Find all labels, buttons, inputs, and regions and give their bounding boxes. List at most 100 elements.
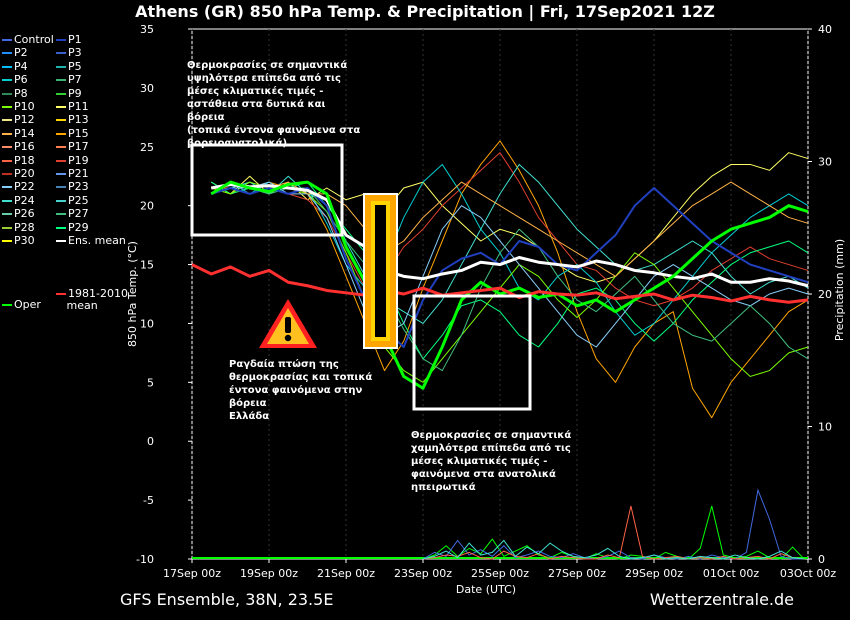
legend-swatch <box>56 106 66 108</box>
legend-swatch <box>2 52 12 55</box>
legend-swatch <box>56 186 66 189</box>
legend-item: P27 <box>56 208 89 220</box>
legend-item: P25 <box>56 193 89 207</box>
legend-label: P15 <box>68 126 89 140</box>
series-line <box>211 181 809 277</box>
y-tick-label: 30 <box>140 82 154 95</box>
legend-item: P10 <box>2 101 35 113</box>
legend-swatch <box>2 199 12 202</box>
legend-item: P24 <box>2 193 35 207</box>
legend-swatch <box>56 119 66 122</box>
legend-item: P30 <box>2 235 35 247</box>
precip-line <box>422 505 805 560</box>
precip-line <box>422 539 805 560</box>
annotation-warm-text: Θερμοκρασίες σε σημαντικά υψηλότερα επίπε… <box>187 60 361 149</box>
legend-label: P21 <box>68 167 89 180</box>
legend-item: P22 <box>2 181 35 193</box>
legend-item: P12 <box>2 114 35 126</box>
legend-label: P25 <box>68 193 89 207</box>
annotation-drop-text: Ραγδαία πτώση της θερμοκρασίας και τοπικά… <box>229 359 373 422</box>
legend-swatch <box>56 159 66 162</box>
legend-label: P18 <box>14 153 35 167</box>
y-tick-label: 25 <box>140 141 154 154</box>
legend-label: P19 <box>68 153 89 167</box>
legend-swatch <box>56 132 66 135</box>
x-tick-label: 29Sep 00z <box>625 567 683 580</box>
model-info: GFS Ensemble, 38N, 23.5E <box>120 590 334 609</box>
legend-label: P20 <box>14 167 35 180</box>
x-axis-label: Date (UTC) <box>456 583 516 596</box>
legend-item: P28 <box>2 220 35 234</box>
series-line <box>211 181 809 383</box>
precip-series <box>192 488 808 560</box>
legend-item: P3 <box>56 47 82 59</box>
site-credit: Wetterzentrale.de <box>649 590 794 609</box>
y-tick-label: 10 <box>140 317 154 330</box>
legend-item: P11 <box>56 101 89 113</box>
legend-item: P6 <box>2 74 28 86</box>
legend-item: P5 <box>56 60 82 73</box>
legend-label: P13 <box>68 113 89 127</box>
x-tick-label: 27Sep 00z <box>548 567 606 580</box>
legend-swatch <box>56 39 66 41</box>
legend-item: P7 <box>56 74 82 86</box>
x-tick-label: 01Oct 00z <box>703 567 760 580</box>
legend-item: P20 <box>2 168 35 180</box>
y-tick-label: -5 <box>143 494 154 507</box>
y2-tick-label: 40 <box>818 23 832 36</box>
y-tick-label: 35 <box>140 23 154 36</box>
legend-item: P13 <box>56 114 89 126</box>
legend-label: P24 <box>14 193 35 207</box>
legend-swatch <box>2 213 12 216</box>
y2-tick-label: 20 <box>818 288 832 301</box>
annotation-cold-text: Θερμοκρασίες σε σημαντικά χαμηλότερα επίπ… <box>411 430 572 493</box>
x-tick-label: 17Sep 00z <box>163 567 221 580</box>
legend-item: P19 <box>56 153 89 167</box>
y-tick-label: -10 <box>136 553 154 566</box>
legend-item: Ens. mean <box>56 235 126 247</box>
legend-label: P28 <box>14 220 35 234</box>
legend-item: P4 <box>2 60 28 73</box>
legend-swatch <box>56 293 66 295</box>
y-tick-label: 0 <box>147 435 154 448</box>
annotation-boxes <box>190 143 532 411</box>
annotation-cold: Θερμοκρασίες σε σημαντικά χαμηλότερα επίπ… <box>411 429 581 494</box>
y-tick-label: 5 <box>147 376 154 389</box>
series-line <box>211 140 809 419</box>
legend-label: Oper <box>14 298 41 311</box>
x-tick-label: 21Sep 00z <box>317 567 375 580</box>
legend-label: P7 <box>68 73 82 87</box>
chart-title: Athens (GR) 850 hPa Temp. & Precipitatio… <box>135 2 715 21</box>
legend-item: Control <box>2 34 54 46</box>
legend-swatch <box>56 226 66 229</box>
legend-swatch <box>2 39 12 41</box>
y2-tick-label: 0 <box>818 553 825 566</box>
legend-label: P12 <box>14 113 35 127</box>
series-line <box>191 263 809 304</box>
y2-axis-label: Precipitation (mm) <box>833 239 846 341</box>
legend-swatch <box>56 92 66 95</box>
legend-swatch <box>2 146 12 149</box>
legend-swatch <box>2 65 12 68</box>
legend-item: P1 <box>56 34 82 46</box>
legend-item: P15 <box>56 126 89 140</box>
legend-swatch <box>2 240 12 242</box>
legend-item: P23 <box>56 181 89 193</box>
warning-icon <box>259 299 317 348</box>
legend-swatch <box>2 159 12 162</box>
legend-label: 1981-2010 mean <box>66 287 128 312</box>
legend-swatch <box>2 186 12 189</box>
y2-tick-label: 30 <box>818 156 832 169</box>
legend-label: P14 <box>14 126 35 140</box>
legend-item: P9 <box>56 87 82 100</box>
legend-swatch <box>2 79 12 82</box>
x-tick-label: 03Oct 00z <box>780 567 837 580</box>
precip-line <box>422 488 805 560</box>
legend-swatch <box>2 173 12 175</box>
legend-label: Ens. mean <box>68 234 126 247</box>
legend-item: P8 <box>2 86 28 100</box>
legend-swatch <box>56 146 66 149</box>
x-tick-label: 23Sep 00z <box>394 567 452 580</box>
legend-label: P8 <box>14 86 28 100</box>
legend-label: P10 <box>14 100 35 113</box>
